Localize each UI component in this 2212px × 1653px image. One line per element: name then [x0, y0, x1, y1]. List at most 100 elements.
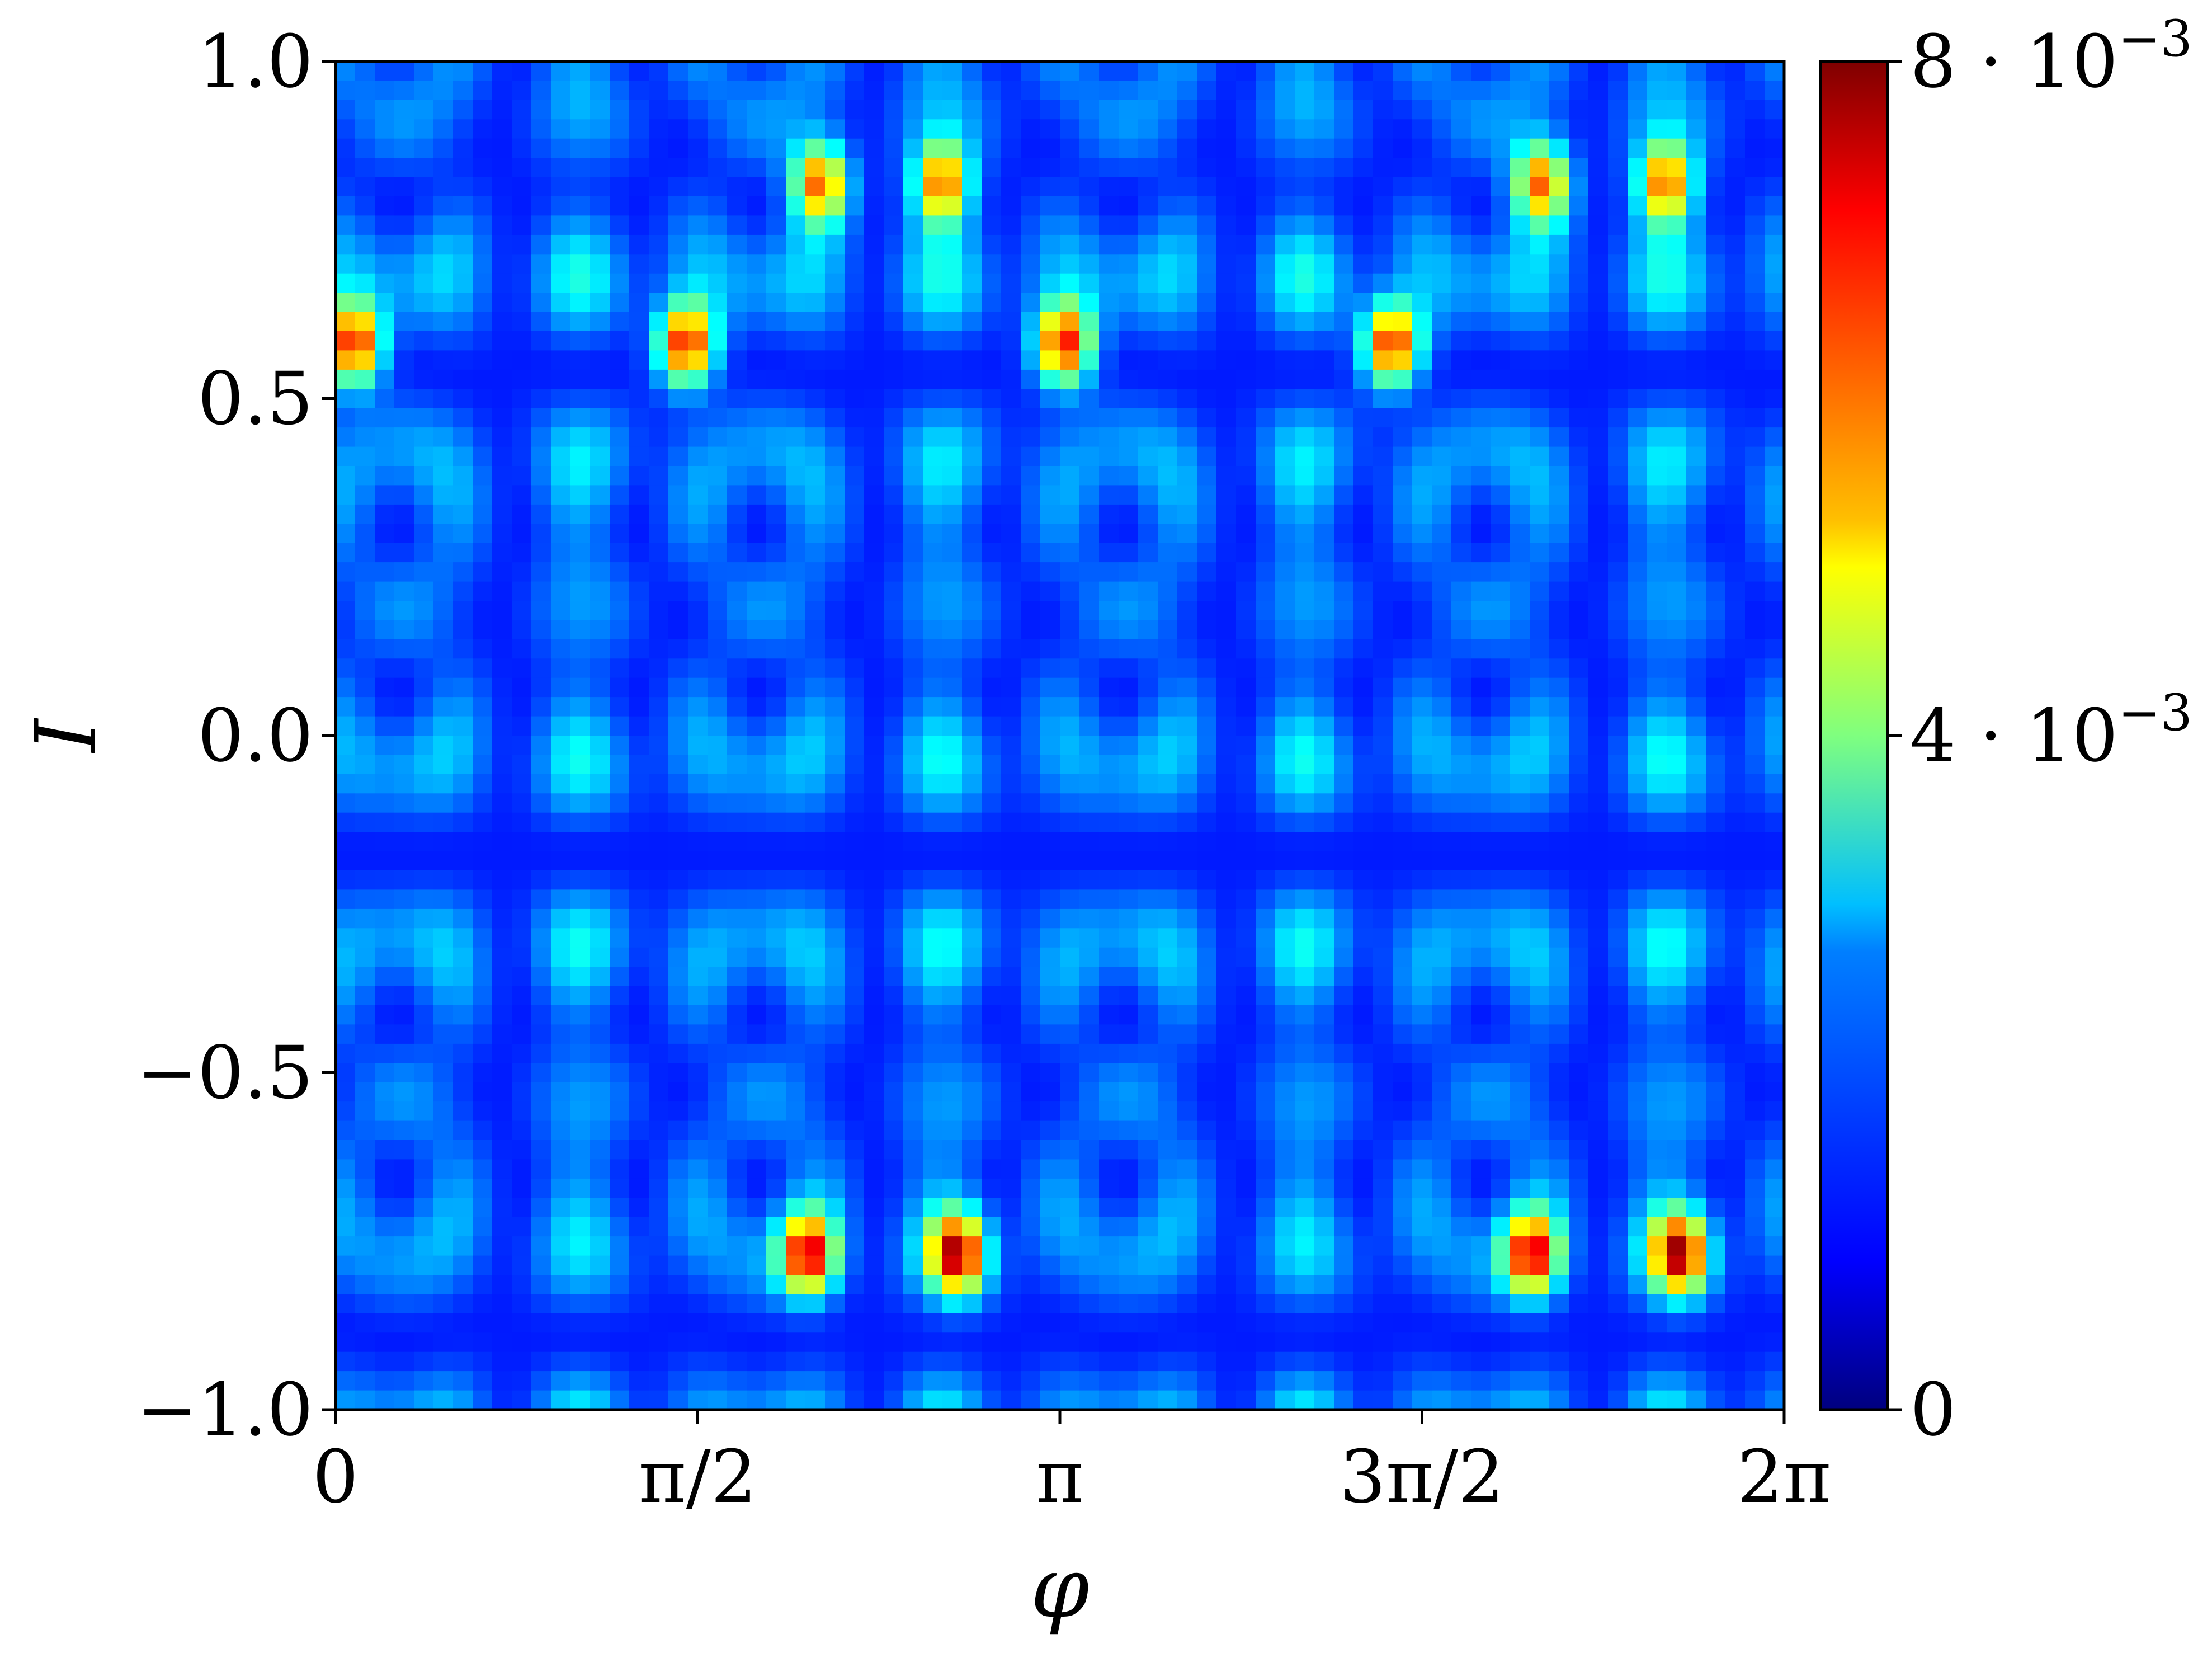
heatmap-cell	[1549, 408, 1569, 428]
heatmap-cell	[414, 716, 434, 736]
heatmap-cell	[394, 254, 414, 274]
heatmap-cell	[433, 196, 454, 216]
heatmap-cell	[1706, 1082, 1726, 1103]
heatmap-cell	[1373, 1043, 1393, 1064]
heatmap-cell	[649, 1275, 669, 1295]
heatmap-cell	[668, 1351, 688, 1372]
heatmap-cell	[1628, 1024, 1648, 1044]
heatmap-cell	[1334, 524, 1354, 544]
heatmap-cell	[1608, 774, 1628, 794]
heatmap-cell	[1197, 986, 1217, 1006]
heatmap-cell	[551, 736, 571, 756]
heatmap-cell	[1197, 1120, 1217, 1141]
heatmap-cell	[1353, 1217, 1374, 1237]
heatmap-cell	[747, 1351, 767, 1372]
heatmap-cell	[1236, 100, 1256, 120]
heatmap-cell	[453, 234, 473, 255]
heatmap-cell	[1628, 62, 1648, 82]
heatmap-cell	[923, 658, 943, 679]
heatmap-cell	[668, 1024, 688, 1044]
heatmap-cell	[433, 658, 454, 679]
heatmap-cell	[845, 947, 865, 968]
heatmap-cell	[884, 485, 904, 505]
heatmap-cell	[1588, 697, 1609, 717]
heatmap-cell	[1451, 677, 1471, 698]
heatmap-cell	[1706, 1332, 1726, 1353]
heatmap-cell	[1275, 100, 1295, 120]
heatmap-cell	[1549, 1024, 1569, 1044]
heatmap-cell	[942, 774, 963, 794]
heatmap-cell	[1628, 543, 1648, 563]
heatmap-cell	[1608, 504, 1628, 525]
heatmap-cell	[1628, 1063, 1648, 1083]
heatmap-cell	[747, 331, 767, 351]
heatmap-cell	[1021, 1063, 1041, 1083]
heatmap-cell	[1471, 254, 1491, 274]
heatmap-cell	[1588, 350, 1609, 370]
heatmap-cell	[1725, 62, 1746, 82]
heatmap-cell	[1706, 234, 1726, 255]
heatmap-cell	[903, 1217, 923, 1237]
heatmap-cell	[1491, 774, 1511, 794]
heatmap-cell	[1021, 62, 1041, 82]
heatmap-cell	[1001, 851, 1021, 871]
heatmap-cell	[903, 100, 923, 120]
heatmap-cell	[1530, 1236, 1550, 1256]
heatmap-cell	[1549, 1198, 1569, 1218]
heatmap-cell	[1079, 812, 1100, 833]
heatmap-cell	[1432, 1082, 1452, 1103]
heatmap-cell	[1608, 697, 1628, 717]
heatmap-cell	[649, 986, 669, 1006]
heatmap-cell	[747, 1313, 767, 1334]
heatmap-cell	[336, 870, 356, 891]
heatmap-cell	[1588, 1043, 1609, 1064]
heatmap-cell	[1197, 581, 1217, 601]
heatmap-cell	[1256, 1198, 1276, 1218]
heatmap-cell	[903, 1005, 923, 1025]
heatmap-cell	[884, 215, 904, 236]
heatmap-cell	[1216, 986, 1237, 1006]
heatmap-cell	[942, 947, 963, 968]
heatmap-cell	[414, 1371, 434, 1391]
heatmap-cell	[864, 677, 884, 698]
heatmap-cell	[708, 1082, 728, 1103]
heatmap-cell	[1275, 870, 1295, 891]
heatmap-cell	[982, 1198, 1002, 1218]
heatmap-cell	[864, 446, 884, 467]
heatmap-cell	[1119, 1178, 1139, 1199]
heatmap-cell	[1236, 1198, 1256, 1218]
heatmap-cell	[531, 562, 551, 582]
heatmap-cell	[1099, 1294, 1119, 1314]
heatmap-cell	[433, 677, 454, 698]
heatmap-cell	[708, 504, 728, 525]
heatmap-cell	[1353, 331, 1374, 351]
heatmap-cell	[570, 504, 591, 525]
heatmap-cell	[923, 1063, 943, 1083]
heatmap-cell	[923, 1120, 943, 1141]
heatmap-cell	[1177, 293, 1197, 313]
heatmap-cell	[786, 832, 806, 852]
heatmap-cell	[766, 889, 786, 910]
heatmap-cell	[1569, 736, 1589, 756]
heatmap-cell	[1628, 986, 1648, 1006]
heatmap-cell	[1706, 581, 1726, 601]
heatmap-cell	[1667, 1390, 1687, 1410]
heatmap-cell	[1549, 870, 1569, 891]
heatmap-cell	[590, 1332, 610, 1353]
heatmap-cell	[1256, 158, 1276, 178]
heatmap-cell	[825, 62, 845, 82]
heatmap-cell	[1725, 427, 1746, 448]
heatmap-cell	[492, 1255, 512, 1275]
heatmap-cell	[1549, 1255, 1569, 1275]
heatmap-cell	[1549, 331, 1569, 351]
heatmap-cell	[825, 1236, 845, 1256]
heatmap-cell	[1608, 870, 1628, 891]
heatmap-cell	[610, 331, 630, 351]
heatmap-cell	[1158, 697, 1178, 717]
heatmap-cell	[962, 215, 982, 236]
heatmap-cell	[551, 293, 571, 313]
heatmap-cell	[414, 81, 434, 101]
heatmap-cell	[1099, 986, 1119, 1006]
heatmap-cell	[1451, 1005, 1471, 1025]
heatmap-cell	[805, 1043, 826, 1064]
